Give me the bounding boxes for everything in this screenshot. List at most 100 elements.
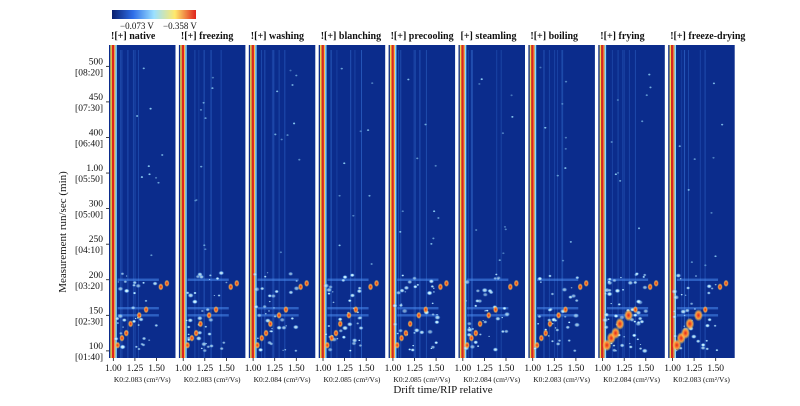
k0-label: K0:2.083 (cm²/Vs) xyxy=(114,375,171,384)
rip-line xyxy=(599,45,602,358)
peak-spot xyxy=(611,327,621,340)
peak-spot xyxy=(234,279,240,287)
signal-spot xyxy=(616,99,619,101)
signal-spot xyxy=(256,337,260,340)
peak-spot xyxy=(329,334,335,342)
y-tick-time: [04:10] xyxy=(75,246,103,256)
x-tick-label: 1.25 xyxy=(406,364,423,374)
signal-spot xyxy=(547,334,551,337)
rip-line xyxy=(464,45,467,358)
signal-spot xyxy=(342,275,348,280)
signal-spot xyxy=(366,129,370,132)
signal-spot xyxy=(203,244,206,247)
signal-spot xyxy=(611,278,617,283)
signal-spot xyxy=(140,176,144,178)
signal-spot xyxy=(286,134,289,136)
signal-spot xyxy=(484,309,488,312)
signal-spot xyxy=(187,333,190,336)
y-tick-label: 200 xyxy=(89,271,104,281)
signal-spot xyxy=(478,83,481,85)
y-axis: 500[08:20] 450[07:30] 400[06:40] 1.00[05:50… xyxy=(75,57,109,363)
signal-spot xyxy=(569,241,572,243)
signal-streak xyxy=(622,50,624,358)
signal-spot xyxy=(279,317,286,323)
signal-spot xyxy=(288,290,294,295)
signal-spot xyxy=(637,227,641,230)
signal-spot xyxy=(195,274,201,279)
rip-line xyxy=(321,45,324,358)
signal-spot xyxy=(272,307,276,309)
peak-spot xyxy=(283,306,289,314)
signal-spot xyxy=(161,154,164,156)
rip-line xyxy=(533,45,535,358)
x-tick-label: 1.00 xyxy=(524,364,541,374)
signal-spot xyxy=(358,325,364,331)
signal-streak xyxy=(413,50,415,358)
signal-spot xyxy=(201,341,207,347)
signal-spot xyxy=(116,321,120,325)
signal-spot xyxy=(610,141,613,143)
signal-spot xyxy=(327,347,333,352)
signal-spot xyxy=(281,325,287,330)
signal-spot xyxy=(274,289,279,294)
signal-streak xyxy=(557,50,559,358)
peak-spot xyxy=(228,283,234,291)
signal-streak xyxy=(198,50,200,358)
signal-spot xyxy=(323,283,330,289)
signal-spot xyxy=(567,339,571,342)
signal-spot xyxy=(511,115,514,118)
signal-spot xyxy=(539,66,542,69)
signal-spot xyxy=(501,132,505,135)
rip-line xyxy=(395,45,397,358)
signal-spot xyxy=(575,275,580,280)
rip-line xyxy=(115,45,117,358)
x-tick-label: 1.50 xyxy=(498,364,515,374)
x-tick-label: 1.25 xyxy=(686,364,703,374)
rip-line xyxy=(180,45,182,358)
signal-spot xyxy=(679,277,682,280)
signal-streak xyxy=(330,50,332,358)
x-tick-label: 1.00 xyxy=(385,364,402,374)
signal-spot xyxy=(603,312,610,317)
signal-spot xyxy=(614,288,621,294)
rip-line xyxy=(250,45,252,358)
rip-line xyxy=(459,45,462,358)
signal-streak xyxy=(467,50,469,358)
x-axis-label: Drift time/RIP relative xyxy=(393,384,492,396)
signal-spot xyxy=(715,348,719,352)
signal-spot xyxy=(607,277,612,281)
signal-spot xyxy=(194,199,197,202)
peak-spot xyxy=(213,306,219,314)
peak-spot xyxy=(416,311,422,319)
signal-spot xyxy=(502,306,507,311)
signal-spot xyxy=(494,273,498,276)
signal-spot xyxy=(570,286,573,289)
signal-streak xyxy=(121,50,123,358)
peak-spot xyxy=(373,279,380,287)
signal-streak xyxy=(120,50,122,358)
signal-spot xyxy=(431,302,434,305)
signal-spot xyxy=(352,214,355,217)
peak-spot xyxy=(464,341,470,349)
signal-band xyxy=(606,278,649,281)
peak-spot xyxy=(632,306,639,314)
signal-streak xyxy=(548,50,550,358)
signal-spot xyxy=(649,86,652,89)
signal-spot xyxy=(602,317,609,323)
rip-line xyxy=(320,45,322,358)
peak-spot xyxy=(534,341,540,349)
signal-streak xyxy=(132,50,134,358)
signal-spot xyxy=(642,275,646,279)
peak-spot xyxy=(398,334,405,342)
colorbar-min-label: −0.073 V xyxy=(120,21,154,31)
signal-spot xyxy=(267,340,273,345)
signal-spot xyxy=(503,311,511,317)
signal-spot xyxy=(689,302,694,306)
signal-streak xyxy=(472,50,474,358)
peak-spot xyxy=(119,334,125,342)
signal-spot xyxy=(478,333,482,336)
signal-streak xyxy=(634,50,636,358)
signal-spot xyxy=(211,76,215,79)
signal-spot xyxy=(482,292,489,297)
signal-spot xyxy=(619,343,625,348)
